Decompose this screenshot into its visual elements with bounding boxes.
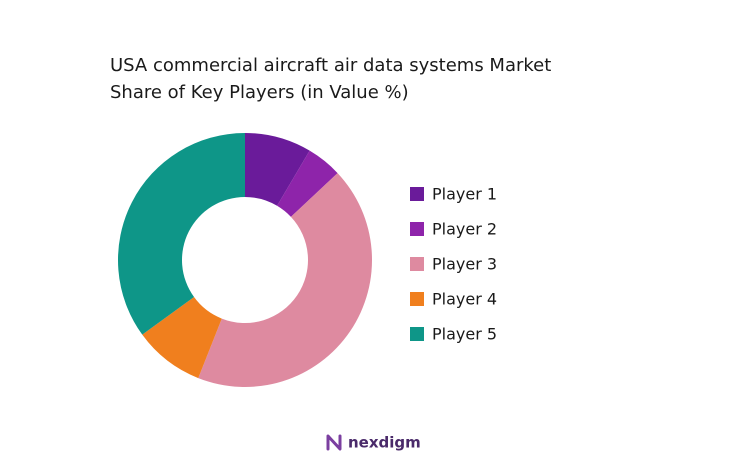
logo: nexdigm: [326, 434, 421, 452]
legend-swatch: [410, 257, 424, 271]
wedge: [198, 173, 372, 387]
legend-swatch: [410, 222, 424, 236]
chart-title: USA commercial aircraft air data systems…: [110, 55, 552, 103]
legend-label: Player 2: [432, 220, 497, 239]
logo-icon: [326, 434, 342, 451]
wedge: [277, 150, 338, 217]
legend-swatch: [410, 292, 424, 306]
legend-swatch: [410, 187, 424, 201]
logo-text: nexdigm: [348, 434, 421, 452]
legend-label: Player 1: [432, 185, 497, 204]
legend-label: Player 5: [432, 325, 497, 344]
wedge: [117, 133, 245, 335]
legend-label: Player 3: [432, 255, 497, 274]
wedge: [245, 133, 310, 206]
legend-label: Player 4: [432, 290, 497, 309]
wedge: [142, 297, 222, 379]
legend-swatch: [410, 327, 424, 341]
